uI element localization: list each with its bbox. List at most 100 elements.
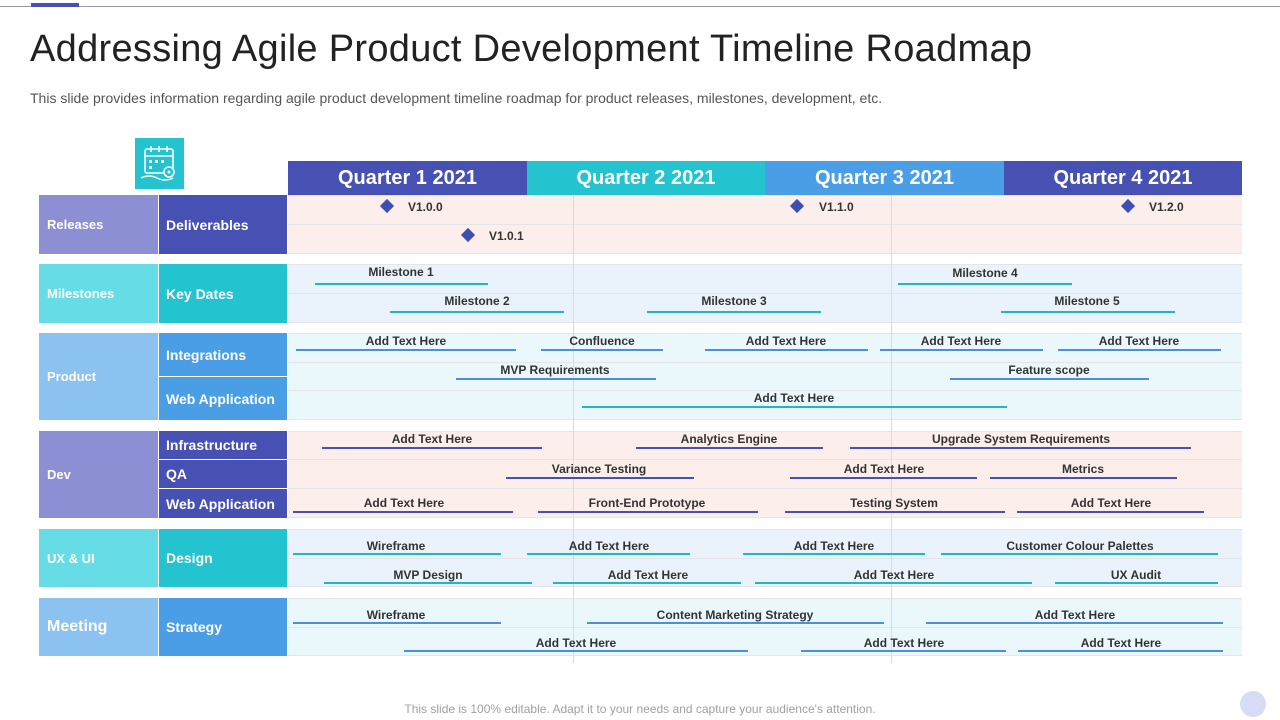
milestone-label: Milestone 4	[952, 266, 1018, 280]
task-bar	[950, 378, 1149, 380]
task-label: Add Text Here	[1070, 496, 1152, 510]
task-bar	[324, 582, 532, 584]
task-bar	[743, 553, 925, 555]
task-bar	[850, 447, 1191, 449]
row-separator	[288, 224, 1242, 225]
task-label: Confluence	[569, 334, 635, 348]
subcategory-key-dates: Key Dates	[159, 264, 287, 323]
milestone-bar	[898, 283, 1072, 285]
milestone-label: Milestone 1	[368, 265, 434, 279]
top-accent	[31, 3, 79, 7]
task-bar	[941, 553, 1218, 555]
row-separator	[288, 558, 1242, 559]
task-label: Wireframe	[366, 608, 426, 622]
grid-line	[573, 195, 574, 663]
subcategory-design: Design	[159, 529, 287, 587]
task-bar	[404, 650, 748, 652]
product-band	[288, 333, 1242, 420]
category-product: Product	[39, 333, 158, 420]
task-bar	[541, 349, 663, 351]
calendar-settings-icon	[135, 138, 184, 189]
row-separator	[288, 488, 1242, 489]
release-label: V1.2.0	[1149, 200, 1184, 214]
task-bar	[1018, 650, 1223, 652]
subcategory-strategy: Strategy	[159, 598, 287, 656]
task-bar	[880, 349, 1043, 351]
milestone-label: Milestone 2	[444, 294, 510, 308]
task-bar	[293, 511, 513, 513]
task-bar	[293, 553, 501, 555]
task-label: UX Audit	[1110, 568, 1162, 582]
task-label: Content Marketing Strategy	[656, 608, 814, 622]
task-bar	[456, 378, 656, 380]
task-label: Add Text Here	[793, 539, 875, 553]
grid-line	[891, 195, 892, 663]
task-bar	[293, 622, 501, 624]
task-label: MVP Design	[393, 568, 463, 582]
task-label: Add Text Here	[1034, 608, 1116, 622]
task-label: Front-End Prototype	[588, 496, 706, 510]
task-label: Add Text Here	[753, 391, 835, 405]
task-label: Add Text Here	[607, 568, 689, 582]
row-separator	[288, 459, 1242, 460]
task-label: Add Text Here	[1098, 334, 1180, 348]
top-rule	[0, 6, 1280, 7]
quarter-header-2: Quarter 2 2021	[527, 161, 765, 195]
milestone-label: Milestone 5	[1054, 294, 1120, 308]
task-bar	[1055, 582, 1218, 584]
task-bar	[538, 511, 758, 513]
task-label: Add Text Here	[863, 636, 945, 650]
task-label: Testing System	[850, 496, 938, 510]
row-separator	[288, 293, 1242, 294]
subcategory-web-application: Web Application	[159, 489, 287, 518]
category-meeting: Meeting	[39, 598, 158, 656]
corner-circle-icon	[1240, 691, 1266, 717]
task-label: Variance Testing	[551, 462, 647, 476]
task-label: MVP Requirements	[500, 363, 610, 377]
task-label: Add Text Here	[920, 334, 1002, 348]
subcategory-qa: QA	[159, 460, 287, 488]
task-bar	[990, 477, 1177, 479]
task-bar	[587, 622, 884, 624]
task-label: Add Text Here	[391, 432, 473, 446]
page-title: Addressing Agile Product Development Tim…	[30, 28, 1033, 70]
task-bar	[582, 406, 1007, 408]
milestone-bar	[647, 311, 821, 313]
quarter-header-3: Quarter 3 2021	[765, 161, 1004, 195]
footer-note: This slide is 100% editable. Adapt it to…	[404, 702, 876, 716]
task-bar	[926, 622, 1223, 624]
task-bar	[506, 477, 694, 479]
task-label: Add Text Here	[568, 539, 650, 553]
milestone-label: Milestone 3	[701, 294, 767, 308]
category-dev: Dev	[39, 431, 158, 518]
task-label: Add Text Here	[1080, 636, 1162, 650]
subcategory-web-application: Web Application	[159, 377, 287, 420]
task-bar	[322, 447, 542, 449]
task-label: Analytics Engine	[680, 432, 778, 446]
task-label: Add Text Here	[843, 462, 925, 476]
task-label: Add Text Here	[535, 636, 617, 650]
category-uxui: UX & UI	[39, 529, 158, 587]
task-bar	[553, 582, 741, 584]
task-label: Customer Colour Palettes	[1006, 539, 1154, 553]
task-bar	[1017, 511, 1204, 513]
milestone-bar	[315, 283, 488, 285]
quarter-header-4: Quarter 4 2021	[1004, 161, 1242, 195]
row-separator	[288, 390, 1242, 391]
quarter-header-1: Quarter 1 2021	[288, 161, 527, 195]
task-bar	[1058, 349, 1221, 351]
subcategory-infrastructure: Infrastructure	[159, 431, 287, 459]
task-label: Wireframe	[366, 539, 426, 553]
task-label: Upgrade System Requirements	[931, 432, 1111, 446]
subcategory-integrations: Integrations	[159, 333, 287, 376]
task-bar	[801, 650, 1006, 652]
task-label: Add Text Here	[745, 334, 827, 348]
subcategory-deliverables: Deliverables	[159, 195, 287, 254]
release-label: V1.1.0	[819, 200, 854, 214]
dev-band	[288, 431, 1242, 518]
task-bar	[705, 349, 868, 351]
task-bar	[790, 477, 977, 479]
milestone-bar	[390, 311, 564, 313]
task-bar	[636, 447, 823, 449]
task-bar	[296, 349, 516, 351]
